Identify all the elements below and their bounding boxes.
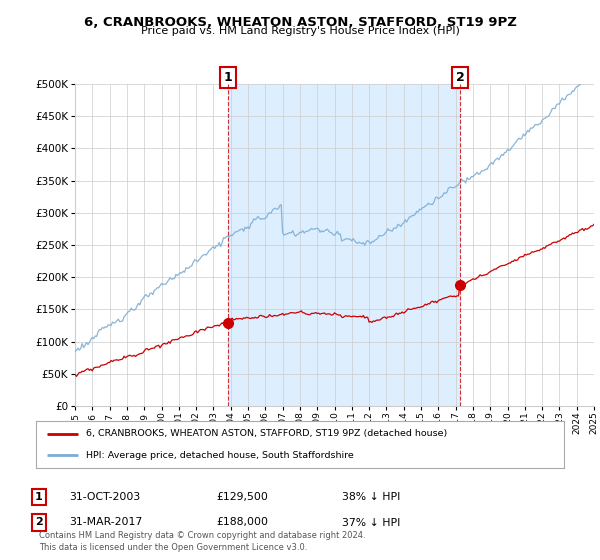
Text: 31-OCT-2003: 31-OCT-2003 [69,492,140,502]
Text: 31-MAR-2017: 31-MAR-2017 [69,517,142,528]
Text: £188,000: £188,000 [216,517,268,528]
Text: 1: 1 [35,492,43,502]
Text: 2: 2 [35,517,43,528]
Text: 1: 1 [223,71,232,84]
Text: Contains HM Land Registry data © Crown copyright and database right 2024.
This d: Contains HM Land Registry data © Crown c… [39,531,365,552]
Text: 37% ↓ HPI: 37% ↓ HPI [342,517,400,528]
Bar [228,84,460,406]
Text: 38% ↓ HPI: 38% ↓ HPI [342,492,400,502]
Text: 2: 2 [455,71,464,84]
Text: Price paid vs. HM Land Registry's House Price Index (HPI): Price paid vs. HM Land Registry's House … [140,26,460,36]
Text: 6, CRANBROOKS, WHEATON ASTON, STAFFORD, ST19 9PZ (detached house): 6, CRANBROOKS, WHEATON ASTON, STAFFORD, … [86,429,448,438]
Text: HPI: Average price, detached house, South Staffordshire: HPI: Average price, detached house, Sout… [86,451,354,460]
Text: 6, CRANBROOKS, WHEATON ASTON, STAFFORD, ST19 9PZ: 6, CRANBROOKS, WHEATON ASTON, STAFFORD, … [83,16,517,29]
Text: £129,500: £129,500 [216,492,268,502]
